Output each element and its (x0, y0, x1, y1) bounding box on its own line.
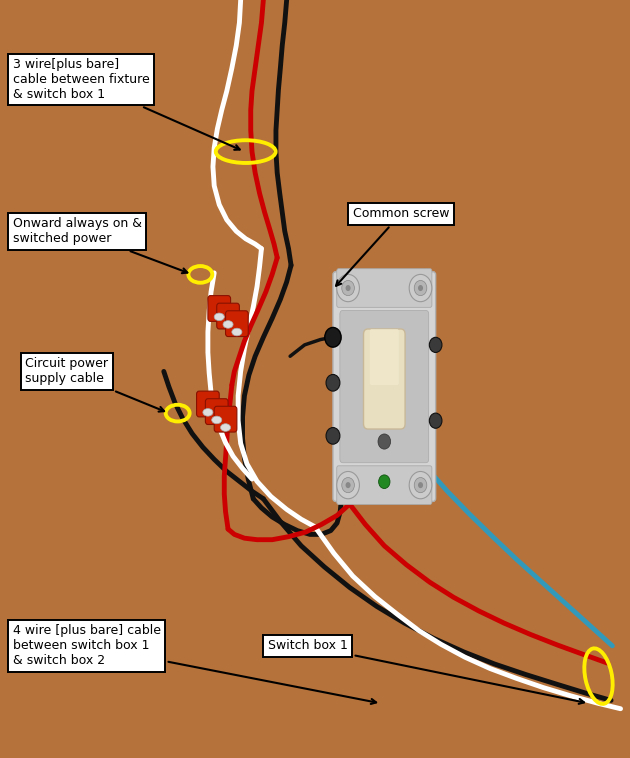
FancyBboxPatch shape (214, 406, 237, 432)
Circle shape (414, 280, 427, 296)
Text: Onward always on &
switched power: Onward always on & switched power (13, 218, 187, 273)
Ellipse shape (212, 416, 222, 424)
Circle shape (345, 285, 350, 291)
Ellipse shape (214, 313, 224, 321)
Ellipse shape (232, 328, 242, 336)
FancyBboxPatch shape (340, 311, 428, 462)
Circle shape (418, 285, 423, 291)
FancyBboxPatch shape (364, 329, 405, 429)
Circle shape (326, 374, 340, 391)
Circle shape (325, 327, 341, 347)
FancyBboxPatch shape (336, 465, 432, 505)
Text: 4 wire [plus bare] cable
between switch box 1
& switch box 2: 4 wire [plus bare] cable between switch … (13, 625, 376, 704)
Circle shape (410, 471, 432, 499)
Ellipse shape (220, 424, 231, 431)
Text: 3 wire[plus bare]
cable between fixture
& switch box 1: 3 wire[plus bare] cable between fixture … (13, 58, 240, 150)
Circle shape (378, 434, 391, 449)
Text: Switch box 1: Switch box 1 (268, 639, 584, 704)
Ellipse shape (203, 409, 213, 416)
Circle shape (378, 370, 391, 385)
FancyBboxPatch shape (208, 296, 231, 321)
FancyBboxPatch shape (333, 272, 436, 502)
Text: Common screw: Common screw (336, 207, 449, 286)
Circle shape (410, 274, 432, 302)
Circle shape (379, 475, 390, 488)
Text: Circuit power
supply cable: Circuit power supply cable (25, 358, 164, 412)
Circle shape (326, 428, 340, 444)
Circle shape (430, 413, 442, 428)
FancyBboxPatch shape (370, 329, 399, 385)
Circle shape (418, 482, 423, 488)
Circle shape (430, 337, 442, 352)
Circle shape (341, 280, 354, 296)
Circle shape (414, 478, 427, 493)
Circle shape (336, 471, 359, 499)
FancyBboxPatch shape (226, 311, 248, 337)
FancyBboxPatch shape (197, 391, 219, 417)
Circle shape (345, 482, 350, 488)
Circle shape (341, 478, 354, 493)
Ellipse shape (223, 321, 233, 328)
FancyBboxPatch shape (336, 268, 432, 308)
FancyBboxPatch shape (217, 303, 239, 329)
Circle shape (377, 338, 392, 356)
FancyBboxPatch shape (205, 399, 228, 424)
Circle shape (336, 274, 359, 302)
